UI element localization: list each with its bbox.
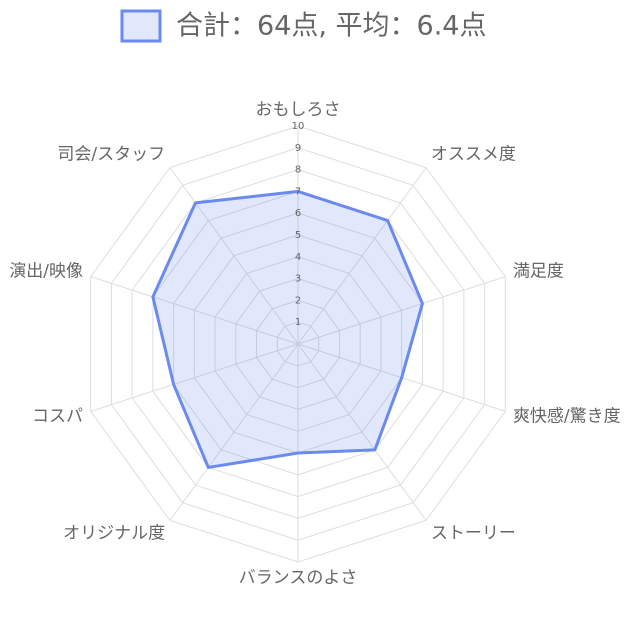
category-label: バランスのよさ bbox=[239, 568, 358, 588]
category-label: ストーリー bbox=[431, 523, 516, 543]
legend-swatch bbox=[120, 9, 162, 43]
r-tick-label: 7 bbox=[295, 186, 301, 197]
spoke bbox=[297, 276, 506, 345]
spoke bbox=[90, 343, 299, 412]
r-tick-label: 5 bbox=[295, 230, 301, 241]
category-label: おもしろさ bbox=[256, 100, 341, 120]
r-tick-label: 3 bbox=[295, 274, 301, 285]
series-area bbox=[151, 189, 424, 469]
spoke bbox=[169, 343, 299, 521]
spoke bbox=[297, 343, 427, 521]
r-tick-label: 6 bbox=[295, 208, 301, 219]
r-tick-label: 1 bbox=[295, 317, 301, 328]
r-tick-label: 4 bbox=[295, 252, 301, 263]
spoke bbox=[169, 167, 299, 345]
category-label: 演出/映像 bbox=[9, 262, 83, 282]
r-tick-label: 2 bbox=[295, 295, 301, 306]
category-label: 満足度 bbox=[513, 262, 564, 282]
category-label: コスパ bbox=[32, 406, 83, 426]
r-tick-label: 10 bbox=[292, 121, 305, 132]
r-tick-label: 8 bbox=[295, 165, 301, 176]
r-tick-label: 9 bbox=[295, 143, 301, 154]
spoke bbox=[90, 276, 299, 345]
category-label: オリジナル度 bbox=[63, 523, 165, 543]
category-label: 司会/スタッフ bbox=[57, 145, 165, 165]
category-label: 爽快感/驚き度 bbox=[513, 406, 621, 426]
spoke bbox=[297, 167, 427, 345]
category-label: オススメ度 bbox=[431, 145, 516, 165]
legend-label: 合計：64点, 平均：6.4点 bbox=[176, 11, 486, 42]
